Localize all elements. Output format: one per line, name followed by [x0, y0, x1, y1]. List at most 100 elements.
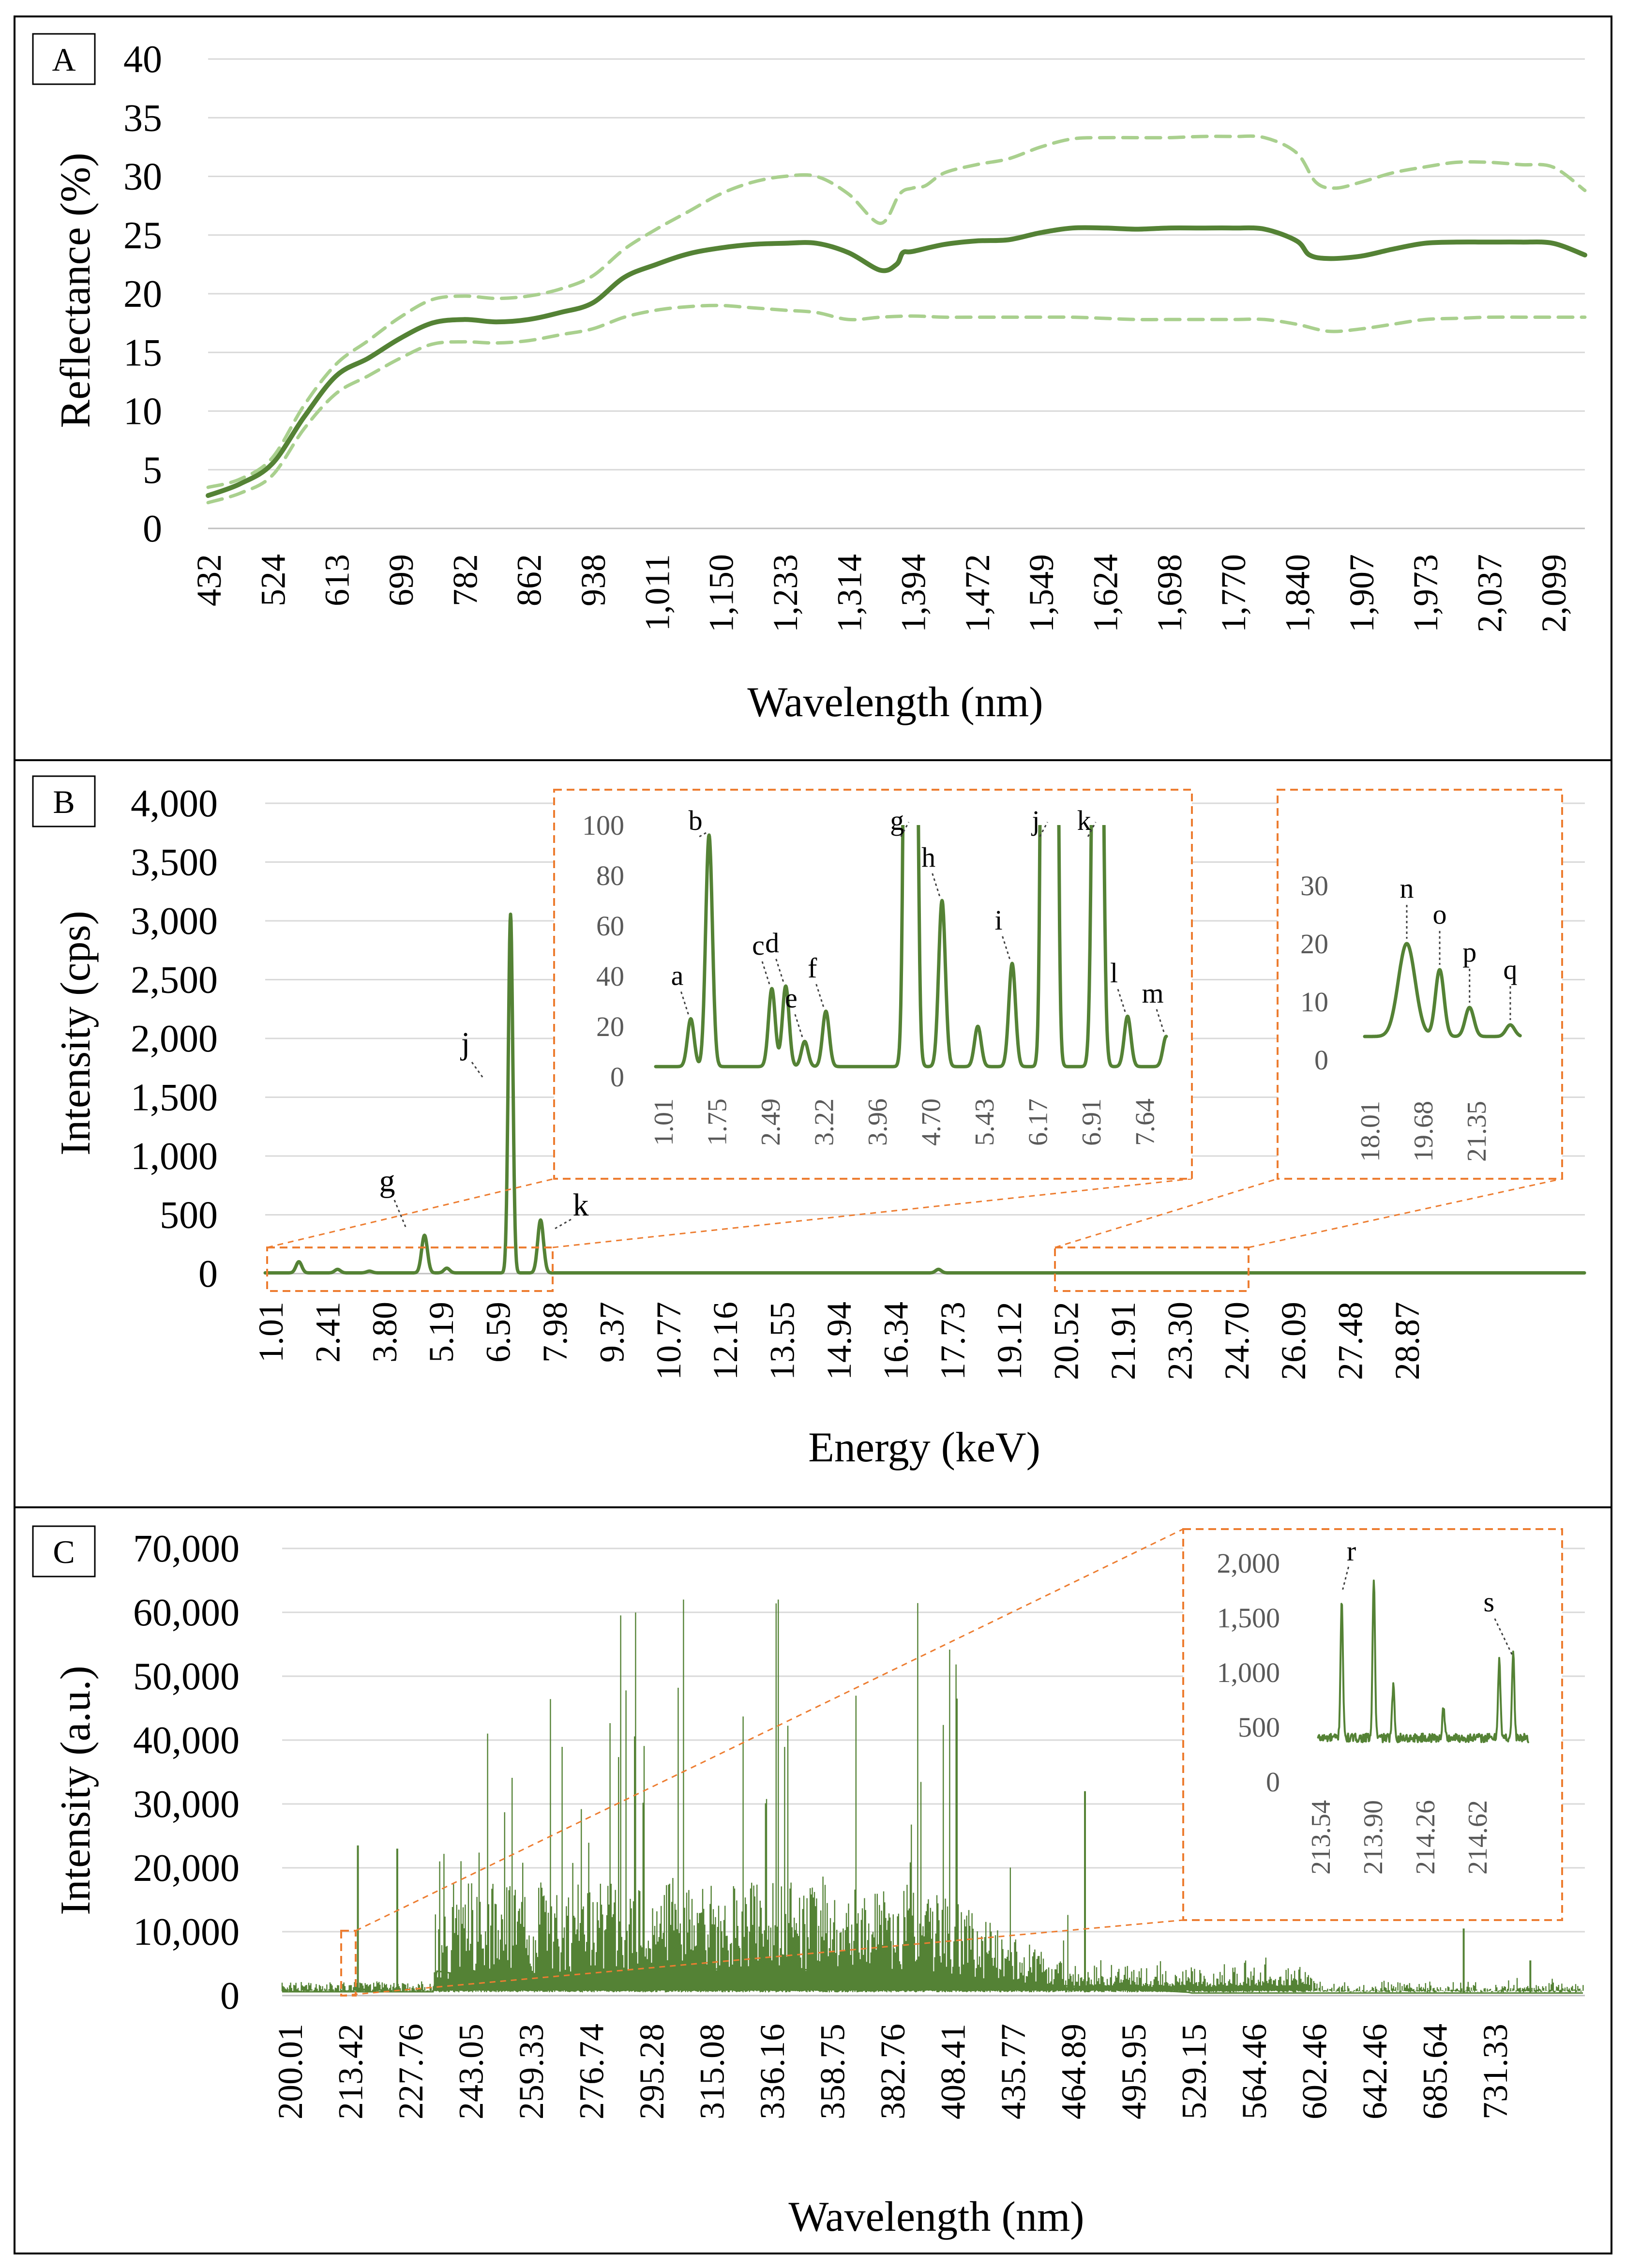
panel-a-xtick-label: 1,314	[830, 554, 869, 632]
panel-a-xtick-label: 524	[254, 554, 292, 606]
panel-c-xtick-label: 276.74	[572, 2024, 611, 2119]
panel-b-ytick-label: 2,000	[131, 1018, 218, 1060]
panel-a-xtick-label: 1,150	[702, 554, 741, 632]
panel-b-inset-1-xtick-label: 1.01	[649, 1098, 679, 1146]
panel-a-series-upper	[206, 134, 1587, 489]
panel-c-ytick-label: 40,000	[133, 1719, 240, 1762]
panel-c-xtick-label: 336.16	[753, 2024, 792, 2119]
panel-c-zoom-region	[340, 1930, 357, 1997]
panel-b-peak-label: k	[573, 1187, 589, 1223]
panel-b-ytick-label: 1,500	[131, 1077, 218, 1119]
panel-b-inset-2-xtick-label: 19.68	[1409, 1101, 1439, 1162]
panel-b-xtick-label: 20.52	[1047, 1302, 1086, 1380]
panel-b-inset-1-ytick-label: 60	[596, 910, 624, 942]
panel-c-inset-xtick-label: 214.26	[1411, 1800, 1441, 1875]
panel-a-series-lower	[206, 303, 1587, 505]
panel-b-label: B	[53, 783, 75, 820]
panel-b-inset-1-peak-label: d	[765, 927, 779, 959]
panel-c-xtick-label: 529.15	[1175, 2024, 1214, 2119]
panel-a-ytick-label: 35	[123, 97, 162, 139]
panel-b-xtick-label: 27.48	[1331, 1302, 1370, 1380]
panel-b-inset-1-peak-label: f	[808, 952, 817, 984]
panel-a-xtick-label: 613	[318, 554, 357, 606]
panel-b-inset-1-peak-leader	[1156, 1009, 1165, 1034]
panel-b-xlabel: Energy (keV)	[808, 1424, 1040, 1471]
panel-a-xtick-label: 1,770	[1214, 554, 1253, 632]
panel-b-peak-leader	[471, 1062, 485, 1080]
panel-b-peak-label: g	[379, 1163, 395, 1199]
panel-b-inset-1-peak-leader	[794, 1014, 804, 1039]
panel-c-ytick-label: 30,000	[133, 1783, 240, 1826]
panel-a-xtick-label: 938	[574, 554, 613, 606]
panel-b-xtick-label: 5.19	[422, 1302, 461, 1363]
panel-b-peak-label: j	[460, 1026, 470, 1061]
panel-c-xtick-label: 602.46	[1295, 2024, 1334, 2119]
panel-c: C 0 10,000 20,000 30,000 40,000 50,000 60,000 7…	[32, 1525, 1585, 2240]
panel-b-inset-1-peak-label: j	[1031, 805, 1039, 836]
panel-b-inset-2-peak-label: p	[1462, 936, 1476, 968]
panel-c-inset-peak-label: r	[1347, 1535, 1356, 1567]
panel-b-inset-1-xtick-label: 2.49	[756, 1098, 786, 1146]
panel-c-inset-ytick-label: 0	[1266, 1766, 1280, 1798]
panel-c-xtick-label: 259.33	[512, 2024, 551, 2119]
panel-b-inset-2-ytick-label: 10	[1300, 986, 1328, 1018]
panel-b-inset-1-peak-leader	[932, 873, 941, 898]
panel-a-xtick-label: 1,011	[638, 554, 677, 631]
panel-b-ytick-label: 4,000	[131, 782, 218, 825]
panel-c-xtick-label: 295.28	[632, 2024, 671, 2119]
panel-a-xtick-label: 1,973	[1406, 554, 1445, 632]
panel-a-xtick-label: 782	[446, 554, 484, 606]
panel-c-border	[14, 1506, 1612, 2254]
panel-b-zoom-connector	[552, 1178, 1192, 1248]
panel-c-xlabel: Wavelength (nm)	[788, 2193, 1084, 2240]
panel-c-xtick-label: 213.42	[331, 2024, 370, 2119]
panel-c-xtick-label: 464.89	[1054, 2024, 1093, 2119]
panel-b-ytick-label: 2,500	[131, 959, 218, 1002]
panel-b-inset-1-peak-leader	[775, 959, 785, 984]
panel-b-inset-2-xtick-label: 21.35	[1462, 1101, 1492, 1162]
panel-a-xtick-label: 1,233	[766, 554, 805, 632]
panel-b-inset-1-xtick-label: 6.17	[1024, 1098, 1054, 1146]
panel-a-xtick-label: 1,394	[894, 554, 933, 632]
panel-c-ytick-label: 70,000	[133, 1528, 240, 1570]
panel-b-xtick-label: 16.34	[876, 1302, 915, 1380]
panel-b-inset-1-xtick-label: 6.91	[1077, 1098, 1107, 1146]
panel-b-xtick-label: 2.41	[308, 1302, 347, 1363]
panel-c-inset-xtick-label: 213.54	[1306, 1800, 1336, 1875]
panel-b-xtick-label: 14.94	[820, 1302, 858, 1380]
panel-c-xtick-label: 435.77	[994, 2024, 1033, 2119]
panel-b-inset-2-peak-label: q	[1503, 954, 1517, 985]
panel-c-ytick-label: 20,000	[133, 1847, 240, 1890]
panel-a-ytick-label: 30	[123, 156, 162, 198]
panel-a-label-box	[32, 33, 96, 85]
panel-a-xtick-label: 432	[190, 554, 228, 606]
panel-b-inset-1-peak-label: m	[1142, 977, 1163, 1009]
panel-b-inset-1-xtick-label: 4.70	[917, 1098, 947, 1146]
panel-b-inset-1-ytick-label: 20	[596, 1011, 624, 1042]
panel-b-xtick-label: 3.80	[365, 1302, 404, 1363]
panel-b-zoom-connector	[267, 1178, 555, 1248]
panel-b-xtick-label: 19.12	[990, 1302, 1029, 1380]
panel-a-xtick-label: 1,472	[958, 554, 997, 632]
panel-c-zoom-connector	[341, 1919, 1184, 1997]
panel-b-inset-1-peak-label: a	[671, 960, 684, 991]
panel-c-ytick-label: 10,000	[133, 1911, 240, 1953]
panel-c-inset-xtick-label: 213.90	[1358, 1800, 1388, 1875]
panel-b-inset-2-spectrum	[1363, 942, 1522, 1038]
panel-b-inset-1-xtick-label: 3.22	[810, 1098, 840, 1146]
panel-a-xtick-label: 1,840	[1279, 554, 1317, 632]
panel-b-xtick-label: 26.09	[1274, 1302, 1313, 1380]
panel-a-xtick-label: 1,624	[1086, 554, 1125, 632]
panel-a-ytick-label: 25	[123, 214, 162, 257]
panel-b-ytick-label: 3,000	[131, 900, 218, 943]
panel-b-inset-1-peak-leader	[699, 831, 708, 838]
panel-c-inset-xtick-label: 214.62	[1463, 1800, 1493, 1875]
panel-c-ylabel: Intensity (a.u.)	[52, 1666, 99, 1915]
panel-b-inset-1-ytick-label: 80	[596, 860, 624, 891]
panel-c-inset-ytick-label: 500	[1238, 1712, 1280, 1743]
panel-a: A 0 5 10 15 20 25 30 35 40 432 524 613 699 782 862 938…	[32, 33, 1587, 726]
panel-b-inset-1-xtick-label: 3.96	[863, 1098, 893, 1146]
panel-b-xtick-label: 13.55	[763, 1302, 802, 1380]
panel-b-inset-1-peak-leader	[1117, 989, 1127, 1014]
panel-a-ytick-label: 10	[123, 391, 162, 433]
